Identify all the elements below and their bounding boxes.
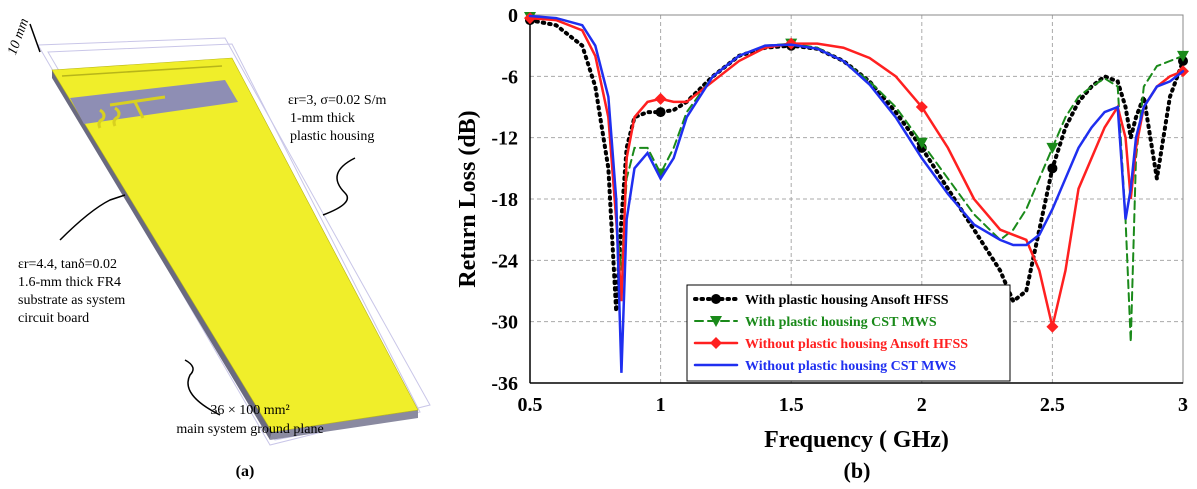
panel-label: (a) xyxy=(236,463,255,480)
ground-text: main system ground plane xyxy=(176,422,323,437)
x-tick-label: 3 xyxy=(1178,394,1188,416)
series-line xyxy=(530,20,1183,311)
marker xyxy=(1046,321,1058,333)
y-tick-label: -36 xyxy=(491,373,518,395)
marker xyxy=(655,93,667,105)
figure: 10 mm εr=3, σ=0.02 S/m 1-mm thick plasti… xyxy=(0,0,1197,489)
marker xyxy=(711,294,721,304)
panel-label: (b) xyxy=(844,458,871,483)
x-axis-title: Frequency ( GHz) xyxy=(764,427,949,453)
substrate-text: circuit board xyxy=(18,311,89,326)
substrate-text: substrate as system xyxy=(18,293,125,308)
substrate-text: 1.6-mm thick FR4 xyxy=(18,275,121,290)
legend-label: With plastic housing CST MWS xyxy=(745,315,937,330)
housing-text: 1-mm thick xyxy=(290,111,355,126)
x-tick-label: 0.5 xyxy=(518,394,543,416)
y-tick-label: -6 xyxy=(501,66,518,88)
callout xyxy=(60,195,125,240)
housing-text: εr=3, σ=0.02 S/m xyxy=(288,93,387,108)
substrate-text: εr=4.4, tanδ=0.02 xyxy=(18,257,117,272)
y-tick-label: -12 xyxy=(491,128,518,150)
x-tick-label: 1 xyxy=(656,394,666,416)
legend-label: Without plastic housing Ansoft HFSS xyxy=(745,337,968,352)
panel-b: 0 -6 -12 -18 -24 -30 -360.5 1 1.5 2 2.5 3 Frequency … xyxy=(455,5,1189,453)
marker xyxy=(1047,163,1057,173)
x-tick-label: 2 xyxy=(917,394,927,416)
y-tick-label: -24 xyxy=(491,250,518,272)
y-tick-label: -30 xyxy=(491,312,518,334)
legend-label: With plastic housing Ansoft HFSS xyxy=(745,293,949,308)
y-tick-label: 0 xyxy=(508,5,518,27)
x-tick-label: 2.5 xyxy=(1040,394,1065,416)
ground-text: 36 × 100 mm² xyxy=(210,403,289,418)
panel-a: 10 mm εr=3, σ=0.02 S/m 1-mm thick plasti… xyxy=(5,17,430,480)
dimension-label: 10 mm xyxy=(5,17,32,58)
x-tick-label: 1.5 xyxy=(779,394,804,416)
y-axis-title: Return Loss (dB) xyxy=(455,110,481,287)
callout xyxy=(323,158,355,215)
y-tick-label: -18 xyxy=(491,189,518,211)
legend-label: Without plastic housing CST MWS xyxy=(745,359,956,374)
housing-text: plastic housing xyxy=(290,129,374,144)
dimension-arrow xyxy=(30,24,40,52)
marker xyxy=(656,107,666,117)
